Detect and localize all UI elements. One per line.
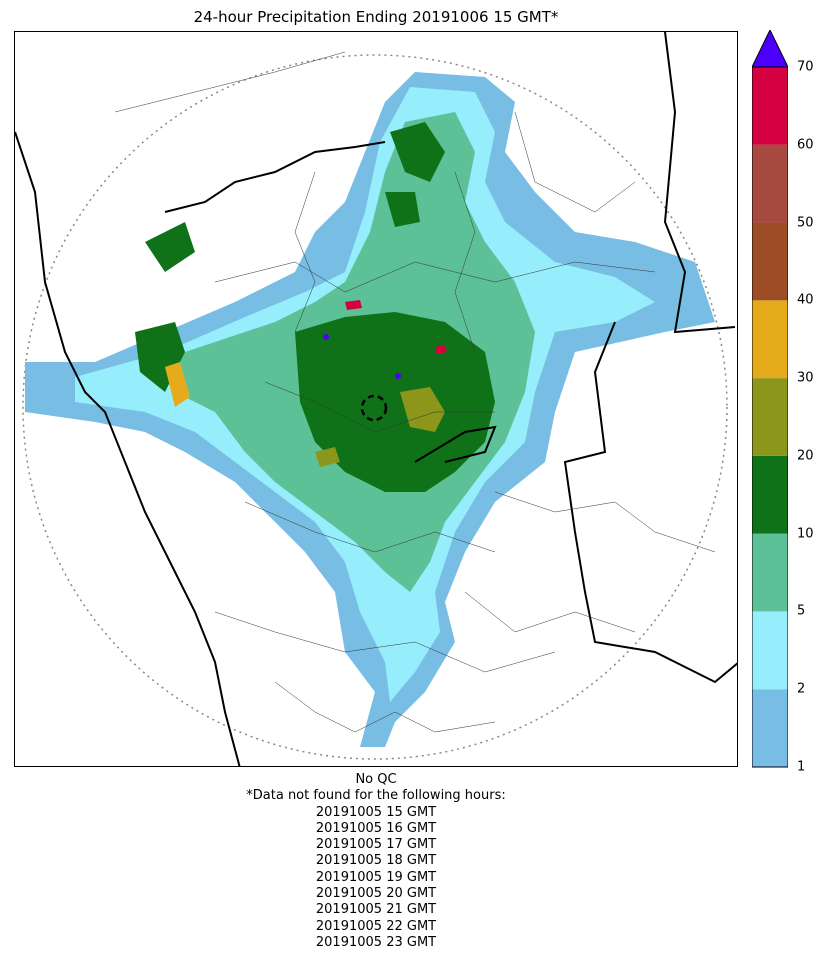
precip-extreme	[323, 334, 329, 340]
missing-hour: 20191005 18 GMT	[315, 853, 437, 869]
missing-hour: 20191005 15 GMT	[315, 804, 437, 820]
colorbar-tick-label: 50	[797, 215, 814, 231]
range-ring	[22, 54, 728, 760]
missing-hour: 20191005 19 GMT	[315, 869, 437, 885]
colorbar-tick-label: 5	[797, 603, 806, 619]
missing-hour: 20191005 23 GMT	[315, 934, 437, 950]
colorbar-tick-label: 30	[797, 370, 814, 386]
colorbar-tick-label: 1	[797, 759, 806, 775]
missing-hour: 20191005 16 GMT	[315, 820, 437, 836]
map-panel	[14, 31, 738, 767]
precip-30-40	[165, 362, 190, 407]
colorbar-segment	[752, 67, 788, 145]
missing-hour: 20191005 20 GMT	[315, 886, 437, 902]
precip-field	[25, 72, 715, 747]
missing-hour: 20191005 22 GMT	[315, 918, 437, 934]
precip-20-30	[315, 387, 445, 467]
precip-10-20-west	[135, 222, 195, 392]
missing-hour: 20191005 17 GMT	[315, 837, 437, 853]
missing-hour: 20191005 21 GMT	[315, 902, 437, 918]
coastline	[15, 131, 241, 766]
boundaries	[15, 32, 737, 766]
colorbar-segment	[752, 300, 788, 379]
chart-title: 24-hour Precipitation Ending 20191006 15…	[193, 8, 559, 26]
state-border-west	[164, 141, 386, 213]
colorbar-segment	[752, 144, 788, 223]
colorbar-segment	[752, 378, 788, 456]
colorbar	[752, 30, 788, 768]
precip-60-70	[345, 300, 447, 354]
colorbar-segment	[752, 611, 788, 690]
colorbar-tick-label: 60	[797, 137, 814, 153]
colorbar-tick-label: 10	[797, 526, 814, 542]
colorbar-segment	[752, 222, 788, 301]
colorbar-segment	[752, 689, 788, 767]
colorbar-tick-label: 20	[797, 448, 814, 464]
colorbar-segment	[752, 455, 788, 534]
precipitation-map	[15, 32, 737, 766]
precip-10-20	[295, 312, 495, 492]
precip-10-20-north	[385, 122, 445, 227]
state-border-inner	[414, 425, 497, 463]
colorbar-tick-label: 40	[797, 292, 814, 308]
colorbar-tick-label: 2	[797, 681, 806, 697]
footer-notes: No QC *Data not found for the following …	[14, 772, 738, 951]
colorbar-extend-arrow	[752, 30, 788, 68]
colorbar-tick-label: 70	[797, 59, 814, 75]
qc-note: No QC	[355, 772, 397, 787]
state-border-east	[563, 32, 737, 684]
colorbar-segment	[752, 533, 788, 612]
radar-site-marker	[360, 394, 388, 422]
missing-data-note: *Data not found for the following hours:	[246, 788, 506, 804]
